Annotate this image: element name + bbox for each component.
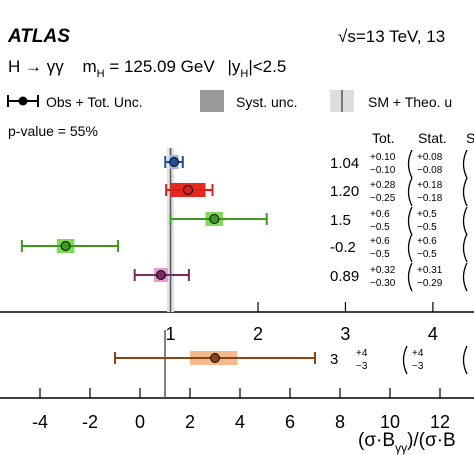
- tot-minus: −0.5: [370, 222, 390, 233]
- stat-minus: −0.5: [417, 249, 437, 260]
- mass-value: = 125.09 GeV: [105, 57, 216, 76]
- marker: [209, 214, 220, 224]
- marker: [210, 353, 220, 363]
- chart-title: ATLAS: [7, 26, 70, 47]
- x-tick-label: 0: [135, 412, 145, 432]
- x-tick-label: -2: [82, 412, 98, 432]
- legend-label: SM + Theo. u: [368, 94, 452, 110]
- tot-minus: −3: [356, 361, 368, 372]
- mass: m: [82, 57, 96, 76]
- stat-plus: +0.08: [417, 152, 443, 163]
- paren: [407, 149, 413, 179]
- paren: [462, 233, 468, 263]
- x-tick-label: 2: [185, 412, 195, 432]
- mass-sub: H: [97, 68, 105, 80]
- tot-minus: −0.30: [370, 278, 396, 289]
- value-label: 1.5: [330, 212, 351, 229]
- paren: [402, 345, 408, 375]
- x-tick-label: 2: [253, 324, 263, 344]
- rapidity-sub: H: [240, 68, 248, 80]
- marker: [60, 241, 71, 251]
- value-label: 1.04: [330, 155, 359, 172]
- x-tick-label: 6: [285, 412, 295, 432]
- legend-label: Syst. unc.: [236, 94, 297, 110]
- paren: [462, 206, 468, 236]
- rapidity-cut: |<2.5: [248, 57, 286, 76]
- legend-icon: [18, 96, 28, 106]
- marker: [155, 270, 166, 280]
- value-label: 0.89: [330, 268, 359, 285]
- x-tick-label: 12: [430, 412, 450, 432]
- column-header: Tot.: [372, 130, 395, 146]
- x-tick-label: 10: [380, 412, 400, 432]
- paren: [462, 345, 468, 375]
- stat-plus: +0.6: [417, 236, 437, 247]
- legend-label: Obs + Tot. Unc.: [46, 94, 143, 110]
- stat-minus: −0.08: [417, 165, 443, 176]
- legend-icon: [200, 90, 224, 112]
- tot-plus: +4: [356, 348, 368, 359]
- paren: [407, 206, 413, 236]
- paren: [407, 177, 413, 207]
- paren: [407, 262, 413, 292]
- stat-minus: −3: [412, 361, 424, 372]
- tot-plus: +0.32: [370, 265, 396, 276]
- column-header: Stat.: [418, 130, 447, 146]
- x-tick-label: -4: [32, 412, 48, 432]
- x-tick-label: 4: [428, 324, 438, 344]
- paren: [462, 149, 468, 179]
- marker: [169, 157, 180, 167]
- energy-label: √s=13 TeV, 13: [338, 27, 445, 46]
- x-tick-label: 1: [166, 324, 176, 344]
- tot-plus: +0.6: [370, 209, 390, 220]
- tot-plus: +0.28: [370, 180, 396, 191]
- annotation: H → γγ mH = 125.09 GeV |yH|<2.5: [8, 57, 286, 80]
- tot-plus: +0.6: [370, 236, 390, 247]
- x-tick-label: 3: [340, 324, 350, 344]
- x-axis-title: (σ·Bγγ)/(σ·B: [358, 430, 456, 455]
- x-axis-title-part: (σ·B: [358, 430, 395, 451]
- paren: [407, 233, 413, 263]
- x-axis-title-sub: γγ: [395, 441, 407, 455]
- marker: [183, 185, 194, 195]
- x-tick-label: 8: [335, 412, 345, 432]
- tot-minus: −0.10: [370, 165, 396, 176]
- paren: [462, 262, 468, 292]
- column-header: S: [466, 130, 474, 146]
- stat-minus: −0.5: [417, 222, 437, 233]
- rapidity: |y: [227, 57, 240, 76]
- value-label: 3: [330, 351, 338, 368]
- x-tick-label: 4: [235, 412, 245, 432]
- stat-plus: +4: [412, 348, 424, 359]
- stat-plus: +0.18: [417, 180, 443, 191]
- p-value: p-value = 55%: [8, 123, 98, 139]
- channel: H → γγ: [8, 57, 64, 76]
- value-label: -0.2: [330, 239, 356, 256]
- paren: [462, 177, 468, 207]
- stat-minus: −0.29: [417, 278, 443, 289]
- stat-plus: +0.31: [417, 265, 443, 276]
- tot-plus: +0.10: [370, 152, 396, 163]
- value-label: 1.20: [330, 183, 359, 200]
- stat-plus: +0.5: [417, 209, 437, 220]
- stat-minus: −0.18: [417, 193, 443, 204]
- x-axis-title-part: )/(σ·B: [407, 430, 456, 451]
- tot-minus: −0.5: [370, 249, 390, 260]
- tot-minus: −0.25: [370, 193, 396, 204]
